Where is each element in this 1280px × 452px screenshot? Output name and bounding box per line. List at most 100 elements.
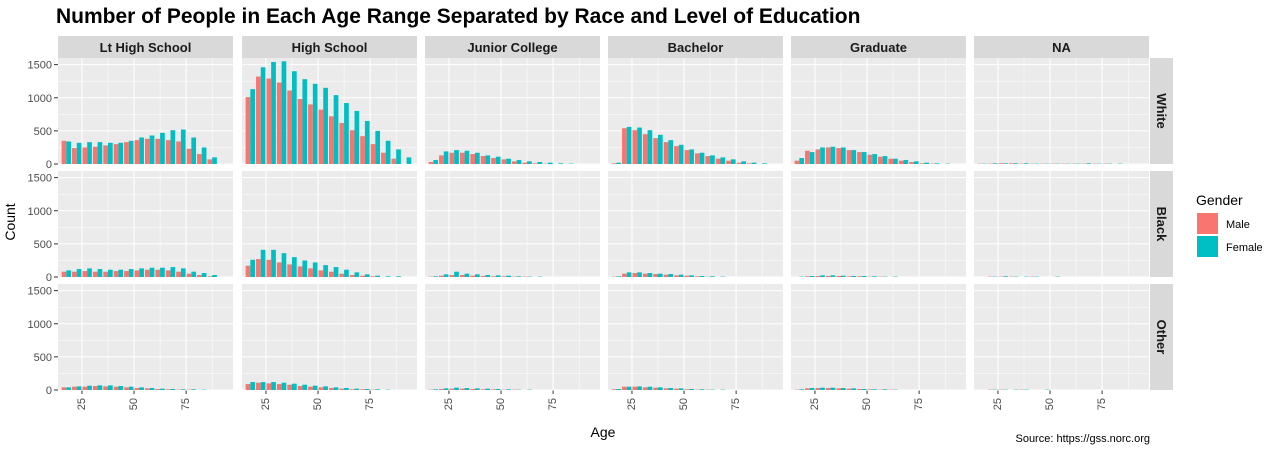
bar-male	[297, 386, 303, 390]
bar-male	[888, 158, 894, 164]
bar-male	[297, 99, 303, 164]
bar-female	[799, 158, 805, 164]
x-tick-label: 25	[626, 398, 638, 410]
bar-male	[144, 388, 150, 390]
bar-female	[1003, 276, 1008, 277]
bar-male	[113, 386, 119, 390]
bar-male	[663, 274, 669, 277]
bar-female	[76, 386, 82, 390]
bar-female	[616, 162, 622, 164]
strip-bachelor: Bachelor	[608, 36, 783, 58]
bar-male	[176, 271, 181, 277]
bar-female	[537, 162, 543, 164]
strip-label: Bachelor	[668, 40, 724, 55]
bar-male	[622, 128, 627, 164]
bar-female	[191, 137, 197, 164]
strip-bg	[58, 36, 233, 58]
bar-male	[155, 389, 161, 390]
bar-female	[66, 387, 72, 390]
bar-female	[699, 389, 705, 390]
bar-female	[872, 276, 877, 277]
bar-female	[678, 274, 684, 277]
x-tick-label: 75	[364, 398, 376, 410]
strip-label: Graduate	[850, 40, 907, 55]
bar-female	[201, 273, 207, 277]
bar-female	[637, 272, 642, 277]
bar-female	[616, 389, 622, 390]
bar-male	[532, 163, 538, 164]
bar-male	[308, 104, 313, 164]
strip-label: Junior College	[467, 40, 557, 55]
bar-male	[428, 162, 434, 164]
bar-female	[433, 389, 439, 390]
strip-lt-high-school: Lt High School	[58, 36, 233, 58]
bar-female	[668, 140, 674, 164]
bar-male	[318, 109, 324, 164]
x-tick-label: 75	[547, 398, 559, 410]
bar-male	[197, 154, 202, 164]
bar-male	[328, 116, 334, 164]
bar-male	[470, 275, 475, 277]
bar-female	[720, 157, 726, 164]
bar-male	[439, 275, 444, 277]
bar-male	[857, 152, 862, 164]
bar-male	[449, 152, 455, 164]
bar-male	[61, 387, 67, 390]
bar-female	[281, 382, 287, 390]
bar-female	[212, 157, 217, 164]
bar-female	[149, 388, 155, 390]
bar-male	[642, 273, 648, 277]
bar-male	[256, 76, 261, 164]
bar-female	[128, 269, 134, 277]
bar-male	[998, 163, 1004, 164]
bar-male	[124, 271, 129, 277]
bar-male	[256, 259, 261, 277]
bar-female	[443, 274, 449, 277]
y-tick-label: 1000	[28, 206, 52, 218]
bar-female	[292, 257, 297, 277]
bar-male	[611, 163, 617, 164]
bar-female	[495, 389, 501, 390]
bar-female	[250, 382, 256, 390]
panel-graduate-white	[791, 58, 966, 165]
bar-male	[381, 152, 386, 164]
bar-female	[375, 130, 381, 164]
bar-female	[433, 276, 439, 277]
bar-male	[846, 150, 852, 164]
bar-male	[439, 389, 444, 390]
bar-male	[92, 271, 98, 277]
bar-male	[684, 150, 690, 164]
bar-male	[328, 271, 334, 277]
panel-na-white	[974, 58, 1149, 165]
x-tick-label: 25	[443, 398, 455, 410]
bar-female	[454, 387, 459, 390]
bar-male	[72, 271, 77, 277]
bar-female	[344, 269, 349, 277]
bar-female	[626, 272, 632, 277]
bar-female	[992, 163, 998, 164]
strip-bg	[425, 36, 600, 58]
bar-female	[809, 152, 815, 164]
panel-lt-high-school-white	[58, 58, 233, 165]
bar-female	[485, 155, 491, 164]
strip-bg	[242, 36, 417, 58]
bar-male	[165, 270, 171, 277]
strip-graduate: Graduate	[791, 36, 966, 58]
panel-bg	[791, 58, 966, 164]
panel-bg	[791, 171, 966, 277]
bar-male	[349, 130, 355, 164]
x-tick-label: 75	[1096, 398, 1108, 410]
bar-male	[632, 130, 638, 164]
panel-bg	[425, 171, 600, 277]
bar-female	[730, 159, 736, 164]
row-strip-label: Other	[1154, 320, 1169, 355]
bar-female	[108, 385, 113, 390]
panel-lt-high-school-other	[58, 284, 233, 391]
bar-female	[160, 388, 165, 390]
bar-female	[464, 388, 470, 390]
bar-female	[861, 152, 867, 164]
bar-female	[396, 276, 401, 277]
y-tick-label: 1000	[28, 93, 52, 105]
bar-female	[375, 275, 381, 277]
bar-female	[250, 89, 256, 164]
